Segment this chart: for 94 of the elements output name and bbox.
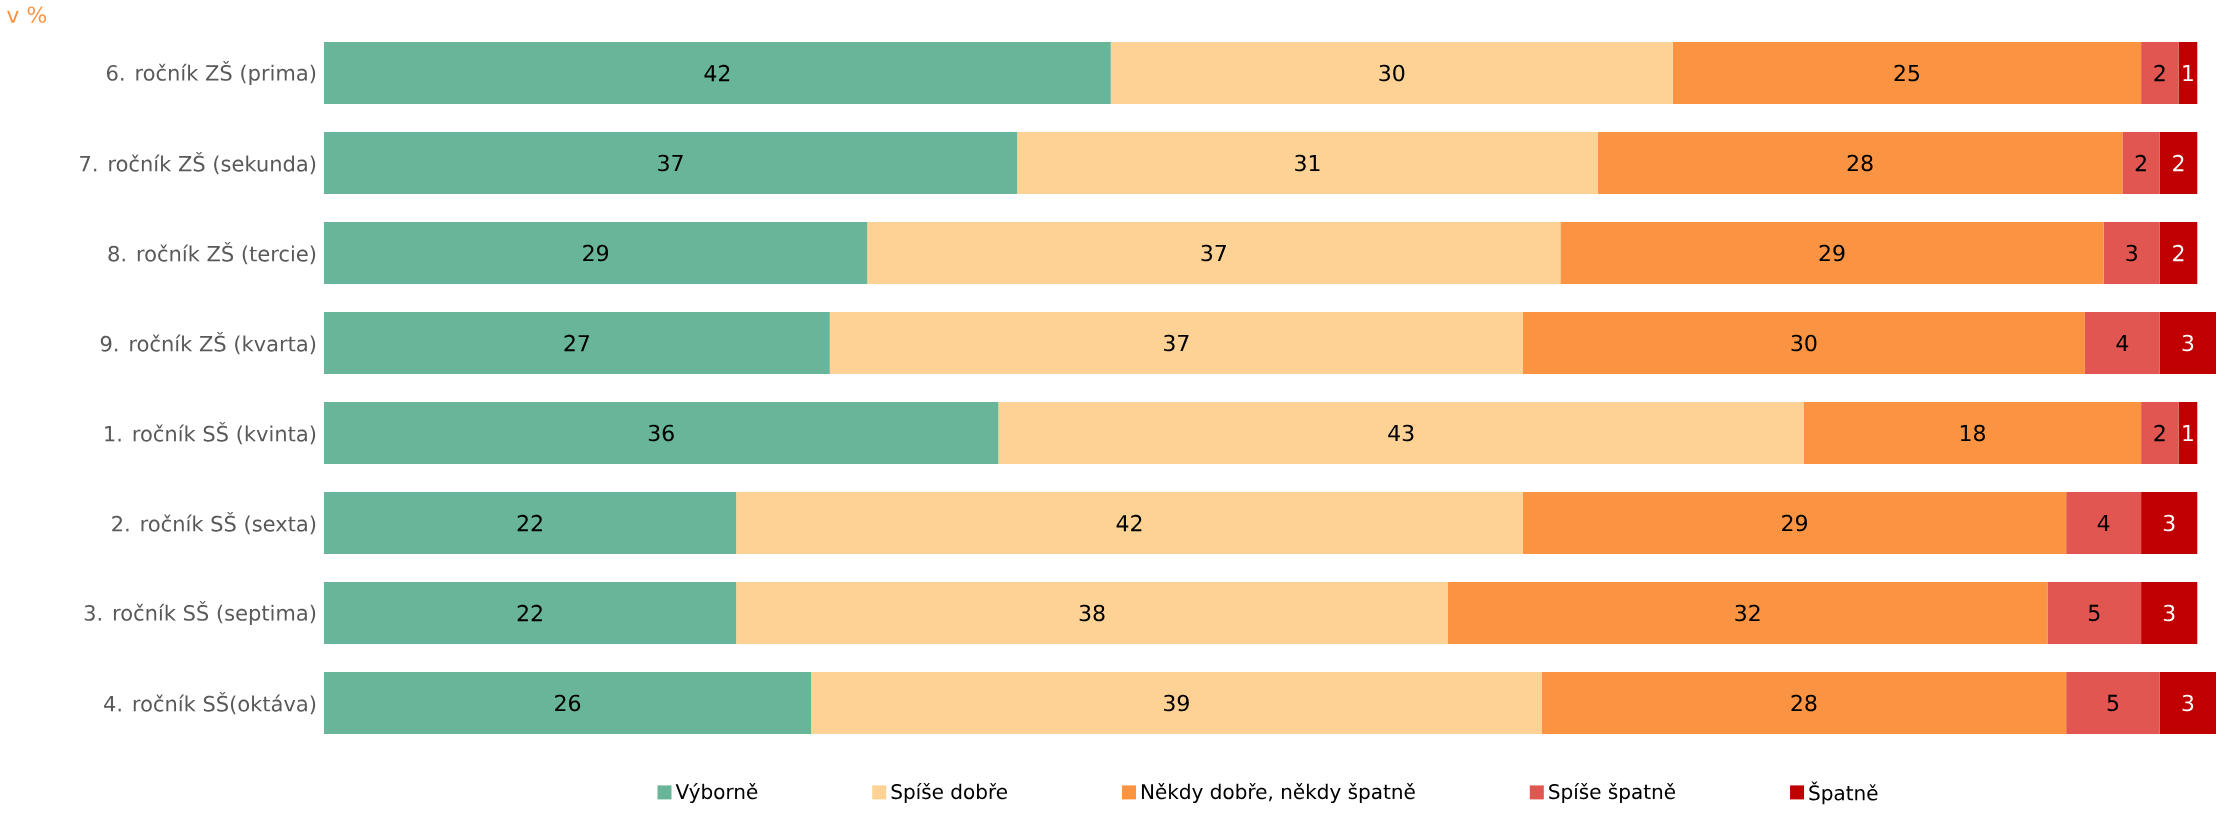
data-label: 5 (2088, 604, 2100, 622)
y-tick-label: 8. ročník ZŠ (tercie) (108, 241, 316, 265)
bar (2047, 582, 2142, 645)
bar (324, 492, 737, 555)
bar (2122, 132, 2160, 195)
data-label: 32 (1735, 604, 1760, 622)
data-label: 4 (2097, 514, 2110, 532)
data-label: 37 (1164, 334, 1189, 352)
data-label: 25 (1894, 64, 1920, 82)
bar (2141, 492, 2198, 555)
bar (736, 582, 1448, 645)
bar (2066, 492, 2142, 555)
y-tick-label: 6. ročník ZŠ (prima) (107, 61, 316, 85)
bar (2141, 582, 2198, 645)
data-label: 39 (1164, 694, 1189, 712)
data-label: 3 (2163, 604, 2175, 622)
bar (1522, 312, 2085, 375)
bar (1672, 42, 2142, 105)
bar (324, 582, 737, 645)
bar (1017, 132, 1598, 195)
data-label: 28 (1847, 154, 1873, 172)
data-label: 3 (2163, 514, 2175, 532)
bar (2178, 42, 2198, 105)
bar (2141, 402, 2179, 465)
bar (2084, 312, 2160, 375)
data-label: 3 (2182, 694, 2194, 712)
bar (324, 132, 1018, 195)
bar (324, 222, 868, 285)
data-label: 42 (704, 64, 730, 82)
data-label: 18 (1960, 424, 1985, 442)
data-label: 30 (1379, 64, 1405, 82)
data-label: 42 (1116, 514, 1142, 532)
legend-label: Někdy dobře, někdy špatně (1141, 782, 1415, 804)
bar (1597, 132, 2123, 195)
data-label: 4 (2116, 334, 2129, 352)
legend-label: Spíše dobře (891, 782, 1007, 804)
data-label: 26 (555, 694, 581, 712)
data-label: 22 (517, 514, 542, 532)
data-label: 3 (2126, 244, 2137, 262)
bar (324, 672, 812, 735)
data-label: 1 (2183, 424, 2193, 442)
y-tick-label: 7. ročník ZŠ (sekunda) (80, 151, 316, 175)
bar (998, 402, 1804, 465)
data-label: 38 (1079, 604, 1105, 622)
y-tick-label: 9. ročník ZŠ (kvarta) (100, 331, 316, 355)
bar (2159, 132, 2198, 195)
data-label: 29 (583, 244, 609, 262)
bar (2066, 672, 2160, 735)
bar (2159, 222, 2198, 285)
data-label: 2 (2173, 244, 2184, 262)
data-label: 2 (2154, 64, 2165, 82)
y-tick-label: 1. ročník SŠ (kvinta) (105, 421, 316, 445)
data-label: 37 (1201, 244, 1226, 262)
data-label: 30 (1791, 334, 1817, 352)
data-label: 2 (2135, 154, 2146, 172)
bar (829, 312, 1523, 375)
bar (324, 42, 1111, 105)
data-label: 36 (648, 424, 674, 442)
data-label: 1 (2183, 64, 2193, 82)
data-label: 22 (517, 604, 542, 622)
bar (2159, 312, 2217, 375)
data-label: 5 (2107, 694, 2119, 712)
data-label: 29 (1782, 514, 1807, 532)
bar (1803, 402, 2142, 465)
bar (1560, 222, 2104, 285)
bar (736, 492, 1523, 555)
y-tick-label: 2. ročník SŠ (sexta) (112, 511, 316, 535)
bar (324, 312, 830, 375)
bar (867, 222, 1561, 285)
bar (2159, 672, 2217, 735)
bar (2178, 402, 2198, 465)
bar (1522, 492, 2067, 555)
bar (1541, 672, 2067, 735)
legend-label: Spíše špatně (1549, 782, 1675, 804)
data-label: 2 (2173, 154, 2184, 172)
bar (1110, 42, 1673, 105)
data-label: 28 (1791, 694, 1817, 712)
data-label: 43 (1388, 424, 1414, 442)
data-label: 2 (2154, 424, 2165, 442)
legend-label: Výborně (675, 782, 758, 804)
bar (324, 402, 999, 465)
data-label: 29 (1819, 244, 1845, 262)
legend-label: Špatně (1809, 781, 1878, 805)
bar (2103, 222, 2160, 285)
text: v % (7, 6, 47, 24)
bar (1447, 582, 2048, 645)
y-tick-label: 4. ročník SŠ(oktáva) (104, 691, 316, 715)
data-label: 27 (564, 334, 589, 352)
data-label: 37 (658, 154, 683, 172)
bar (811, 672, 1542, 735)
y-tick-label: 3. ročník SŠ (septima) (84, 601, 316, 625)
data-label: 31 (1295, 154, 1320, 172)
data-label: 3 (2182, 334, 2194, 352)
bar (2141, 42, 2179, 105)
